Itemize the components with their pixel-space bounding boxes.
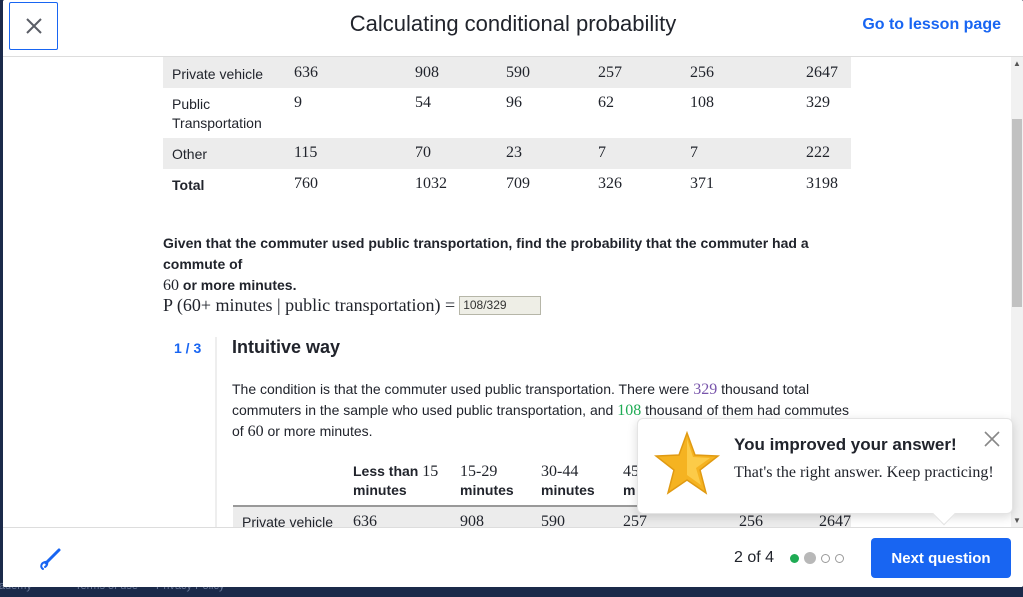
table-cell: 7 bbox=[598, 144, 606, 161]
progress-counter: 2 of 4 bbox=[734, 549, 775, 566]
table-cell: 257 bbox=[598, 64, 622, 81]
next-question-button[interactable]: Next question bbox=[871, 538, 1011, 578]
table-cell: 2647 bbox=[806, 64, 838, 81]
progress-dot-correct bbox=[790, 553, 799, 563]
table-cell: 3198 bbox=[806, 175, 838, 192]
answer-input[interactable]: 108/329 bbox=[459, 296, 542, 315]
feedback-popup: You improved your answer! That's the rig… bbox=[637, 418, 1013, 526]
table-cell: 23 bbox=[506, 144, 522, 161]
table-cell: 108 bbox=[690, 94, 714, 111]
progress-dot-current bbox=[804, 552, 816, 564]
hint-value-total: 329 bbox=[693, 381, 718, 398]
table-header-row: Less than 15 minutes 15-29 minutes 30-44 mi… bbox=[233, 462, 851, 506]
table-cell: 636 bbox=[294, 64, 318, 81]
row-label: Total bbox=[172, 177, 205, 193]
row-label: Private vehicle bbox=[172, 66, 264, 82]
header-text: minutes bbox=[541, 482, 595, 498]
question-text: Given that the commuter used public tran… bbox=[163, 233, 853, 296]
content-scrollbar[interactable]: ▲ ▼ bbox=[1011, 57, 1023, 527]
hint-paragraph: The condition is that the commuter used … bbox=[232, 379, 852, 442]
header-number: 15 bbox=[422, 463, 439, 480]
progress-dots bbox=[790, 552, 844, 564]
table-cell: 908 bbox=[415, 64, 439, 81]
row-label: Other bbox=[172, 146, 208, 162]
table-cell: 2647 bbox=[819, 513, 851, 527]
table-cell: 908 bbox=[460, 513, 484, 527]
table-cell: 115 bbox=[294, 144, 318, 161]
table-cell: 257 bbox=[623, 513, 647, 527]
header-text: m bbox=[623, 482, 636, 498]
table-cell: 54 bbox=[415, 94, 431, 111]
hint-text: The condition is that the commuter used … bbox=[232, 381, 690, 397]
table-cell: 590 bbox=[541, 513, 565, 527]
header-number: 45 bbox=[623, 463, 639, 480]
table-row: Other 115 70 23 7 7 222 bbox=[163, 138, 851, 169]
header-number: 30-44 bbox=[541, 463, 579, 480]
step-divider bbox=[215, 337, 217, 527]
column-header: 45 m bbox=[623, 462, 739, 506]
table-cell: 256 bbox=[690, 64, 714, 81]
header-text: minutes bbox=[460, 482, 514, 498]
table-row: Public Transportation 9 54 96 62 108 329 bbox=[163, 88, 851, 138]
table-cell: 636 bbox=[353, 513, 377, 527]
progress-dot-todo bbox=[821, 553, 830, 563]
row-label: Private vehicle bbox=[242, 514, 334, 527]
step-title: Intuitive way bbox=[232, 337, 341, 357]
modal-footer: 2 of 4 Next question bbox=[3, 527, 1023, 587]
table-cell: 1032 bbox=[415, 175, 447, 192]
hint-value-minutes: 60 bbox=[247, 423, 264, 440]
table-cell: 590 bbox=[506, 64, 530, 81]
table-cell: 62 bbox=[598, 94, 614, 111]
progress-dot-todo bbox=[835, 553, 844, 563]
scroll-up-arrow-icon[interactable]: ▲ bbox=[1013, 59, 1021, 68]
table-cell: 222 bbox=[806, 144, 830, 161]
modal-header: Calculating conditional probability Go t… bbox=[3, 0, 1023, 57]
formula-expression: P (60+ minutes | public transportation) … bbox=[163, 295, 456, 315]
go-to-lesson-link[interactable]: Go to lesson page bbox=[862, 16, 1001, 33]
table-cell: 709 bbox=[506, 175, 530, 192]
close-button[interactable] bbox=[9, 2, 58, 50]
close-icon[interactable] bbox=[982, 429, 1002, 449]
table-cell: 760 bbox=[294, 175, 318, 192]
table-cell: 329 bbox=[806, 94, 830, 111]
question-number: 60 bbox=[163, 277, 179, 294]
star-icon bbox=[654, 431, 720, 495]
table-row: Total 760 1032 709 326 371 3198 bbox=[163, 169, 851, 200]
popup-title: You improved your answer! bbox=[734, 435, 957, 454]
header-text: minutes bbox=[353, 482, 407, 498]
close-icon bbox=[25, 18, 42, 34]
step-counter: 1 / 3 bbox=[174, 340, 202, 356]
question-part: Given that the commuter used public tran… bbox=[163, 235, 809, 272]
table-cell: 7 bbox=[690, 144, 698, 161]
table-cell: 326 bbox=[598, 175, 622, 192]
hint-text: thousand of them had commutes of bbox=[232, 402, 850, 439]
question-part: or more minutes. bbox=[182, 277, 297, 293]
data-table: minutes minutes minutes minutes minutes … bbox=[163, 57, 851, 200]
popup-message: That's the right answer. Keep practicing… bbox=[734, 464, 994, 481]
table-cell: 371 bbox=[690, 175, 714, 192]
table-cell: 96 bbox=[506, 94, 522, 111]
hint-value-count: 108 bbox=[617, 402, 642, 419]
scroll-thumb[interactable] bbox=[1012, 119, 1022, 307]
table-row: Private vehicle 636 908 590 257 256 2647 bbox=[163, 57, 851, 88]
header-text: Less than bbox=[353, 463, 419, 479]
table-cell: 70 bbox=[415, 144, 431, 161]
column-header: 30-44 minutes bbox=[541, 462, 623, 506]
hint-text: thousand total commuters in the sample w… bbox=[232, 381, 810, 418]
row-label: Public Transportation bbox=[172, 96, 262, 131]
table-cell: 9 bbox=[294, 94, 302, 111]
hint-text: or more minutes. bbox=[267, 423, 373, 439]
answer-formula: P (60+ minutes | public transportation) … bbox=[163, 295, 542, 316]
table-cell: 256 bbox=[739, 513, 763, 527]
column-header: Less than 15 minutes bbox=[353, 462, 460, 506]
header-number: 15-29 bbox=[460, 463, 498, 480]
page-title: Calculating conditional probability bbox=[349, 11, 677, 36]
exercise-modal: Calculating conditional probability Go t… bbox=[3, 0, 1023, 587]
column-header: 15-29 minutes bbox=[460, 462, 541, 506]
scroll-down-arrow-icon[interactable]: ▼ bbox=[1013, 516, 1021, 525]
scratchpad-pen-icon[interactable] bbox=[35, 545, 63, 573]
